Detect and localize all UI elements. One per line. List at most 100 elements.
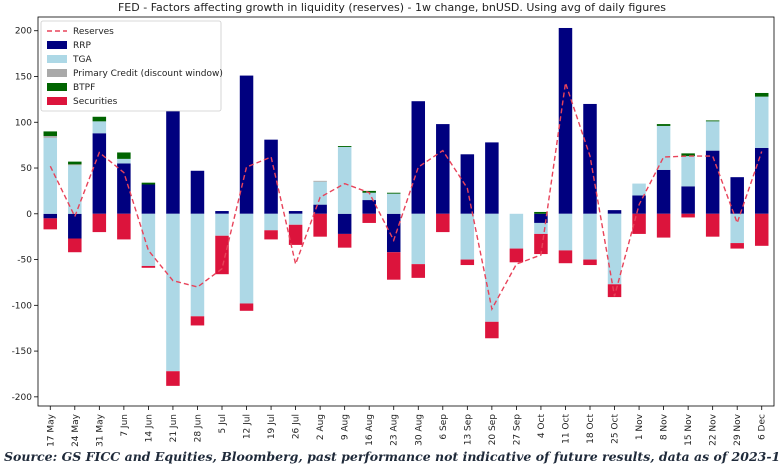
y-tick-label: 200 xyxy=(15,27,32,37)
bar-tga xyxy=(386,193,401,214)
bar-securities xyxy=(460,259,475,266)
legend-label-primary-credit-discount-window-: Primary Credit (discount window) xyxy=(73,69,223,79)
bar-securities xyxy=(43,218,58,230)
bar-primary-credit-discount-window- xyxy=(68,164,82,166)
bar-securities xyxy=(68,238,82,253)
x-tick-label: 2 Aug xyxy=(316,414,326,440)
x-tick-label: 26 Jul xyxy=(292,414,302,439)
line-reserves xyxy=(49,82,763,312)
bar-tga xyxy=(460,213,475,260)
bar-rrp xyxy=(166,107,180,214)
x-tick-label: 4 Oct xyxy=(537,414,547,439)
bar-btpf xyxy=(754,92,769,97)
bar-securities xyxy=(264,230,278,240)
x-tick-label: 14 Jun xyxy=(144,414,154,442)
bar-btpf xyxy=(534,211,548,214)
y-tick-label: 50 xyxy=(21,164,33,174)
bar-securities xyxy=(215,235,229,275)
bar-rrp xyxy=(411,101,426,214)
x-tick-label: 15 Nov xyxy=(684,413,694,446)
y-tick-label: 100 xyxy=(15,118,32,128)
x-tick-label: 12 Jul xyxy=(243,414,253,439)
legend-label-tga: TGA xyxy=(72,55,92,65)
bar-primary-credit-discount-window- xyxy=(43,135,58,138)
bar-btpf xyxy=(705,120,720,122)
bar-tga xyxy=(705,121,720,151)
legend-swatch-primary-credit-discount-window- xyxy=(47,69,67,77)
bar-securities xyxy=(632,213,646,234)
x-tick-label: 23 Aug xyxy=(390,414,400,446)
bar-rrp xyxy=(141,184,156,214)
x-tick-label: 13 Sep xyxy=(463,414,473,446)
bar-rrp xyxy=(239,75,254,214)
plot-area: -200 -150 -100 -50 0 50 100 150 200 17 May 24 May 3… xyxy=(12,16,775,447)
bar-securities xyxy=(313,213,327,237)
bar-tga xyxy=(681,156,695,187)
y-tick-label: 150 xyxy=(15,72,32,82)
x-tick-label: 9 Aug xyxy=(341,414,351,440)
bar-tga xyxy=(117,158,131,164)
bar-tga xyxy=(583,213,597,260)
bar-rrp xyxy=(558,27,573,214)
bar-rrp xyxy=(337,213,352,234)
bar-rrp xyxy=(607,210,622,214)
bar-btpf xyxy=(386,192,401,194)
x-tick-label: 30 Aug xyxy=(414,414,424,446)
bar-btpf xyxy=(43,131,58,136)
bar-securities xyxy=(607,284,622,298)
bar-securities xyxy=(190,316,205,326)
x-tick-label: 6 Dec xyxy=(758,414,768,440)
bar-securities xyxy=(754,213,769,246)
bar-rrp xyxy=(190,170,205,214)
chart-title: FED - Factors affecting growth in liquid… xyxy=(118,1,666,14)
bar-tga xyxy=(730,213,744,244)
source-note: Source: GS FICC and Equities, Bloomberg,… xyxy=(4,449,779,464)
bar-securities xyxy=(239,303,254,311)
bar-securities xyxy=(730,243,744,249)
x-tick-label: 11 Oct xyxy=(561,414,571,444)
bar-securities xyxy=(337,233,352,248)
bar-rrp xyxy=(436,124,450,214)
bar-tga xyxy=(166,213,180,372)
bar-tga xyxy=(313,181,327,205)
bar-btpf xyxy=(92,116,107,122)
bar-tga xyxy=(509,213,524,249)
bar-rrp xyxy=(485,142,499,214)
x-tick-label: 20 Sep xyxy=(488,414,498,446)
y-tick-label: -100 xyxy=(12,301,33,311)
x-tick-label: 6 Sep xyxy=(439,414,449,440)
legend-swatch-tga xyxy=(47,55,67,63)
bar-tga xyxy=(215,213,229,236)
bar-securities xyxy=(485,321,499,339)
bar-rrp xyxy=(43,213,58,219)
bar-securities xyxy=(288,224,303,245)
x-tick-label: 29 Nov xyxy=(733,413,743,446)
y-tick-label: -50 xyxy=(17,256,32,266)
bar-rrp xyxy=(68,213,82,239)
plot-frame xyxy=(37,16,775,407)
x-tick-label: 8 Nov xyxy=(660,413,670,440)
y-tick-label: 0 xyxy=(26,210,32,220)
x-tick-label: 28 Jun xyxy=(193,414,203,442)
x-tick-label: 5 Jul xyxy=(218,414,228,433)
legend-swatch-rrp xyxy=(47,41,67,49)
bar-tga xyxy=(754,96,769,148)
x-tick-label: 21 Jun xyxy=(169,414,179,442)
bar-securities xyxy=(509,248,524,263)
bar-tga xyxy=(362,192,376,201)
legend-label-securities: Securities xyxy=(73,97,118,107)
bar-btpf xyxy=(68,161,82,165)
bar-tga xyxy=(534,222,548,234)
bar-tga xyxy=(264,213,278,231)
legend-box xyxy=(40,20,222,112)
x-tick-label: 27 Sep xyxy=(512,414,522,446)
x-tick-label: 17 May xyxy=(46,413,56,447)
bar-tga xyxy=(558,213,573,251)
bar-tga xyxy=(190,213,205,317)
bar-securities xyxy=(386,252,401,280)
bar-securities xyxy=(117,213,131,240)
bar-rrp xyxy=(460,154,475,214)
x-tick-label: 18 Oct xyxy=(586,414,596,444)
bar-rrp xyxy=(362,200,376,214)
y-tick-label: -200 xyxy=(12,393,33,403)
